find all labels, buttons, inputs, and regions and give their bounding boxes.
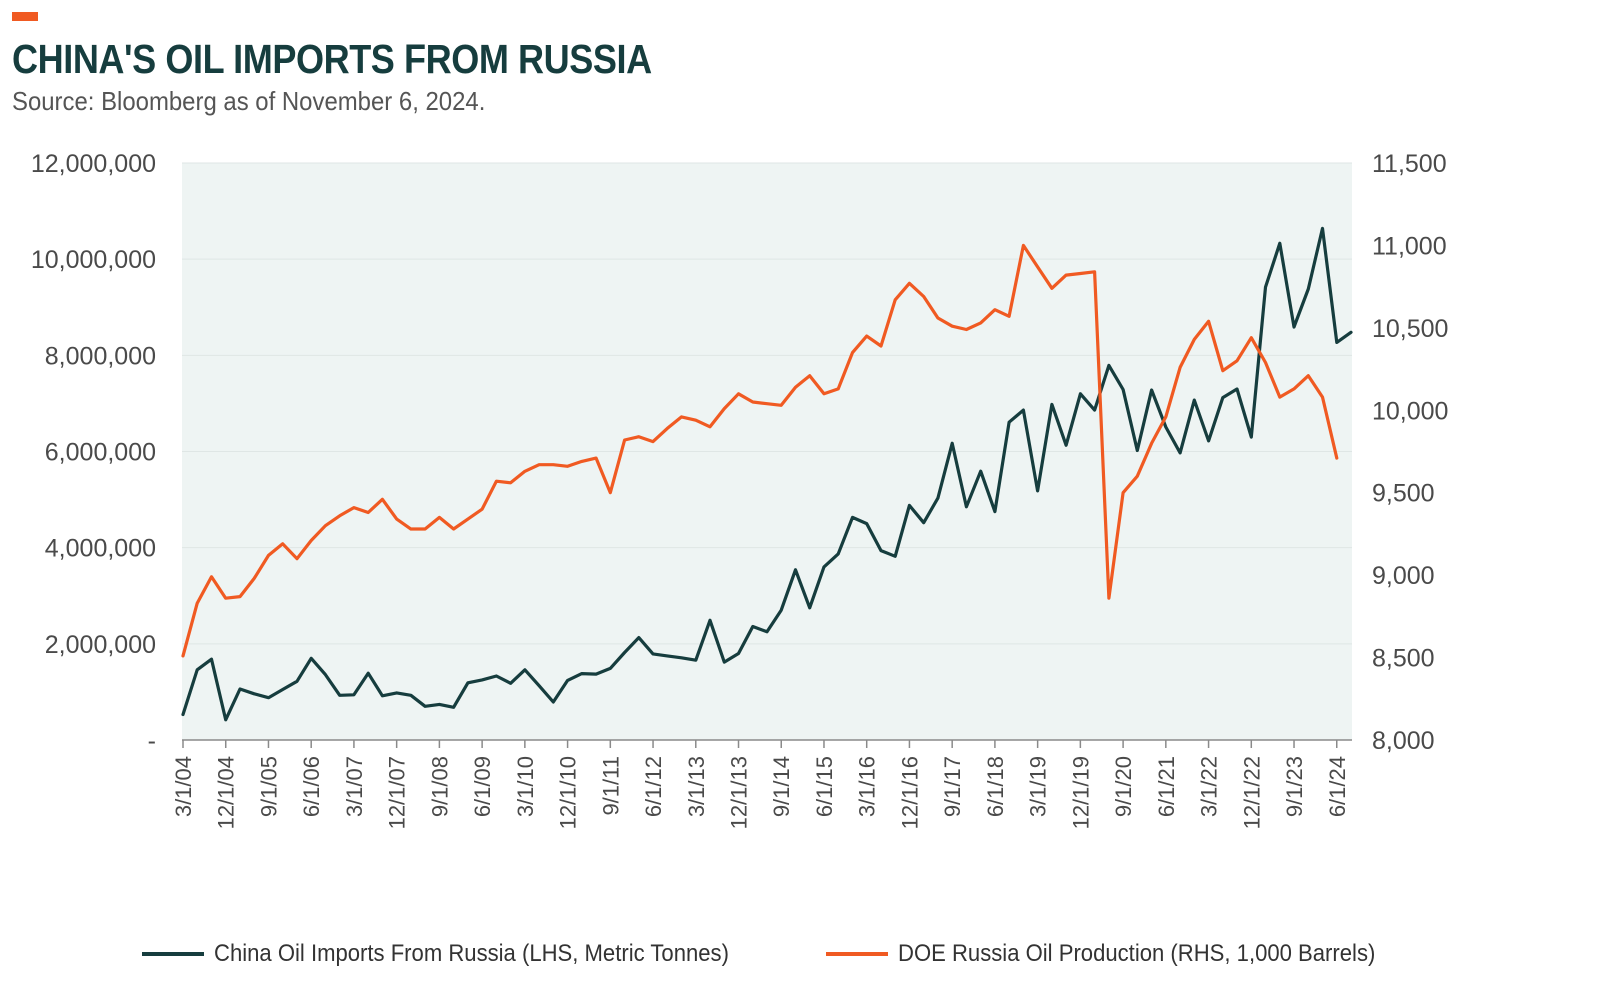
x-tick-label: 9/1/17 (940, 756, 965, 817)
x-tick-label: 12/1/13 (727, 756, 752, 829)
legend-swatch-russia-production (826, 952, 888, 956)
x-tick-label: 3/1/07 (342, 756, 367, 817)
x-tick-label: 6/1/06 (299, 756, 324, 817)
y-left-tick-label: - (148, 727, 156, 755)
x-tick-label: 6/1/12 (641, 756, 666, 817)
y-right-tick-label: 8,500 (1372, 645, 1435, 673)
legend-label-china-imports: China Oil Imports From Russia (LHS, Metr… (214, 940, 729, 967)
x-tick-label: 12/1/04 (214, 756, 239, 829)
y-right-tick-label: 10,500 (1372, 315, 1448, 343)
y-right-tick-label: 11,500 (1372, 150, 1447, 178)
y-right-tick-label: 8,000 (1372, 727, 1435, 755)
x-tick-label: 3/1/10 (513, 756, 538, 817)
y-left-tick-label: 12,000,000 (31, 150, 156, 178)
x-tick-label: 9/1/05 (256, 756, 281, 817)
x-tick-label: 9/1/23 (1282, 756, 1307, 817)
x-tick-label: 12/1/22 (1239, 756, 1264, 829)
x-tick-label: 3/1/13 (684, 756, 709, 817)
y-left-tick-label: 10,000,000 (31, 246, 156, 274)
legend-item-china-imports: China Oil Imports From Russia (LHS, Metr… (142, 940, 774, 968)
x-tick-label: 6/1/09 (470, 756, 495, 817)
legend-item-russia-production: DOE Russia Oil Production (RHS, 1,000 Ba… (826, 940, 1417, 968)
x-tick-label: 12/1/10 (556, 756, 581, 829)
chart-subtitle: Source: Bloomberg as of November 6, 2024… (12, 86, 486, 116)
x-tick-label: 9/1/14 (769, 756, 794, 817)
x-tick-label: 3/1/22 (1197, 756, 1222, 817)
y-right-tick-label: 11,000 (1372, 232, 1447, 260)
y-left-tick-label: 2,000,000 (45, 631, 156, 659)
x-tick-label: 12/1/07 (385, 756, 410, 829)
y-left-tick-label: 8,000,000 (45, 342, 156, 370)
chart-title: CHINA'S OIL IMPORTS FROM RUSSIA (12, 36, 652, 82)
y-left-tick-label: 4,000,000 (45, 535, 156, 563)
legend-label-russia-production: DOE Russia Oil Production (RHS, 1,000 Ba… (898, 940, 1376, 967)
x-tick-label: 3/1/04 (171, 756, 196, 817)
series-line-china-imports (181, 226, 1353, 722)
x-tick-label: 6/1/15 (812, 756, 837, 817)
legend: China Oil Imports From Russia (LHS, Metr… (0, 940, 1600, 980)
x-tick-label: 12/1/16 (897, 756, 922, 829)
x-tick-label: 9/1/11 (598, 756, 623, 816)
series-line-russia-production (181, 243, 1339, 658)
x-tick-label: 6/1/24 (1325, 756, 1350, 817)
accent-bar (12, 12, 38, 21)
y-right-tick-label: 10,000 (1372, 397, 1448, 425)
x-tick-label: 3/1/19 (1026, 756, 1051, 817)
x-tick-label: 3/1/16 (855, 756, 880, 817)
y-right-tick-label: 9,500 (1372, 480, 1435, 508)
x-tick-label: 6/1/18 (983, 756, 1008, 817)
x-tick-label: 9/1/08 (427, 756, 452, 817)
x-tick-label: 9/1/20 (1111, 756, 1136, 817)
legend-swatch-china-imports (142, 952, 204, 956)
x-tick-label: 6/1/21 (1154, 756, 1179, 817)
x-tick-label: 12/1/19 (1068, 756, 1093, 829)
y-left-tick-label: 6,000,000 (45, 439, 156, 467)
y-right-tick-label: 9,000 (1372, 562, 1435, 590)
